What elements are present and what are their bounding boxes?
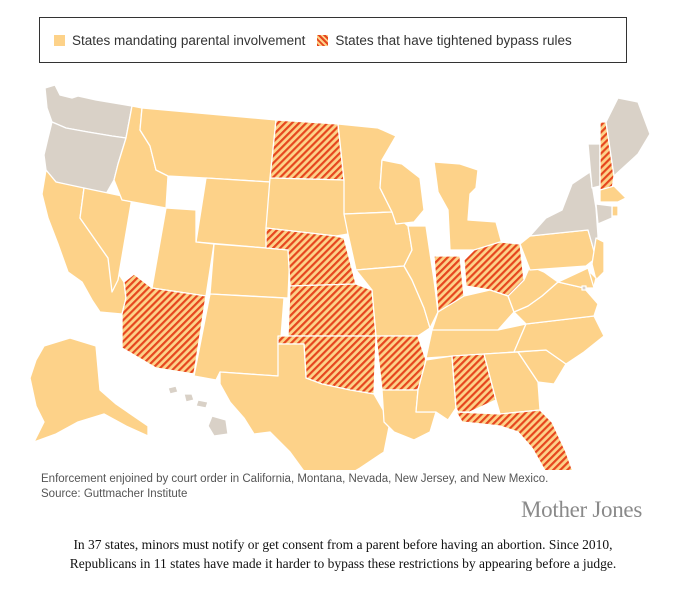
state-hawaii: [167, 385, 229, 437]
map-notes: Enforcement enjoined by court order in C…: [41, 472, 548, 502]
source-note: Source: Guttmacher Institute: [41, 488, 188, 500]
legend-swatch-tightened: [317, 34, 329, 46]
state-arizona: [121, 273, 207, 375]
state-new-jersey: [591, 237, 605, 281]
caption-line-1: In 37 states, minors must notify or get …: [73, 537, 613, 552]
state-florida: [455, 409, 574, 470]
state-north-carolina: [513, 315, 605, 365]
state-new-mexico: [193, 293, 285, 381]
state-maryland: [557, 267, 595, 289]
state-colorado: [209, 243, 291, 299]
state-new-york: [529, 171, 599, 259]
state-massachusetts: [599, 185, 627, 203]
state-alaska: [29, 337, 149, 443]
state-arkansas: [375, 335, 427, 391]
state-district-of-columbia: [581, 285, 587, 291]
state-wisconsin: [379, 159, 425, 225]
state-rhode-island: [611, 205, 619, 217]
state-montana: [139, 107, 277, 183]
mother-jones-logo: Mother Jones: [521, 497, 642, 522]
state-michigan: [433, 161, 503, 251]
caption-line-2: Republicans in 11 states have made it ha…: [69, 556, 617, 571]
map-caption: In 37 states, minors must notify or get …: [0, 535, 686, 573]
legend-item-mandating: States mandating parental involvement: [54, 33, 305, 48]
legend-label-tightened: States that have tightened bypass rules: [335, 32, 572, 48]
state-kansas: [287, 283, 377, 337]
state-wyoming: [195, 177, 271, 249]
state-south-dakota: [265, 177, 349, 237]
legend-swatch-mandating: [54, 34, 65, 46]
legend-item-tightened: States that have tightened bypass rules: [317, 32, 572, 48]
map-legend: States mandating parental involvement St…: [39, 17, 627, 63]
state-connecticut: [595, 203, 613, 225]
us-states-map: [29, 84, 651, 470]
enforcement-note: Enforcement enjoined by court order in C…: [41, 473, 549, 485]
state-maine: [605, 97, 651, 177]
legend-label-mandating: States mandating parental involvement: [72, 32, 306, 48]
state-ohio: [463, 241, 525, 297]
state-illinois: [403, 225, 439, 329]
state-texas: [219, 343, 391, 470]
state-north-dakota: [269, 119, 345, 181]
